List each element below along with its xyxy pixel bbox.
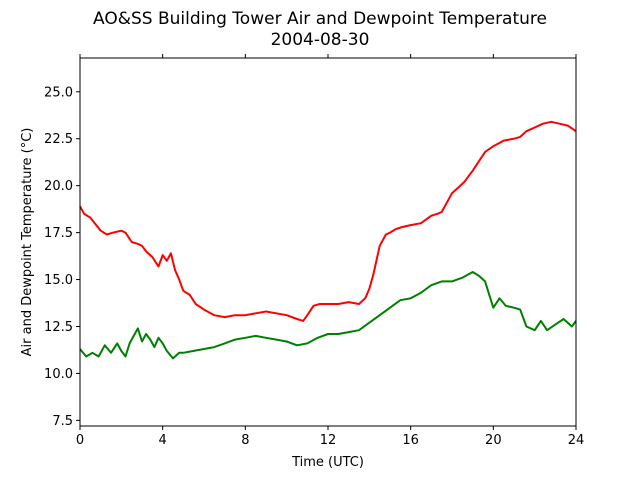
- y-axis-ticks: 7.5 10.0 12.5 15.0 17.5 20.0 22.5 25.0: [44, 85, 80, 429]
- y-tick-label: 15.0: [44, 273, 73, 288]
- x-tick-label: 20: [485, 433, 502, 448]
- x-tick-label: 12: [320, 433, 337, 448]
- y-tick-label: 17.5: [44, 226, 73, 241]
- x-axis-ticks: 0 4 8 12 16 20 24: [76, 54, 584, 448]
- plot-frame: [79, 57, 577, 427]
- y-tick-label: 25.0: [44, 85, 73, 100]
- y-tick-label: 7.5: [52, 414, 73, 429]
- x-tick-label: 0: [76, 433, 84, 448]
- chart-subtitle: 2004-08-30: [271, 30, 370, 50]
- x-tick-label: 8: [241, 433, 249, 448]
- y-axis-label: Air and Dewpoint Temperature (°C): [20, 128, 35, 357]
- series-line-1: [79, 271, 577, 360]
- y-tick-label: 22.5: [44, 132, 73, 147]
- series-line-0: [79, 120, 577, 322]
- y-tick-label: 10.0: [44, 367, 73, 382]
- x-axis-label: Time (UTC): [291, 455, 364, 470]
- chart-title: AO&SS Building Tower Air and Dewpoint Te…: [93, 9, 547, 29]
- x-tick-label: 16: [402, 433, 419, 448]
- y-tick-label: 20.0: [44, 179, 73, 194]
- y-tick-label: 12.5: [44, 320, 73, 335]
- x-tick-label: 24: [568, 433, 585, 448]
- plot-lines: [79, 120, 577, 360]
- x-tick-label: 4: [159, 433, 167, 448]
